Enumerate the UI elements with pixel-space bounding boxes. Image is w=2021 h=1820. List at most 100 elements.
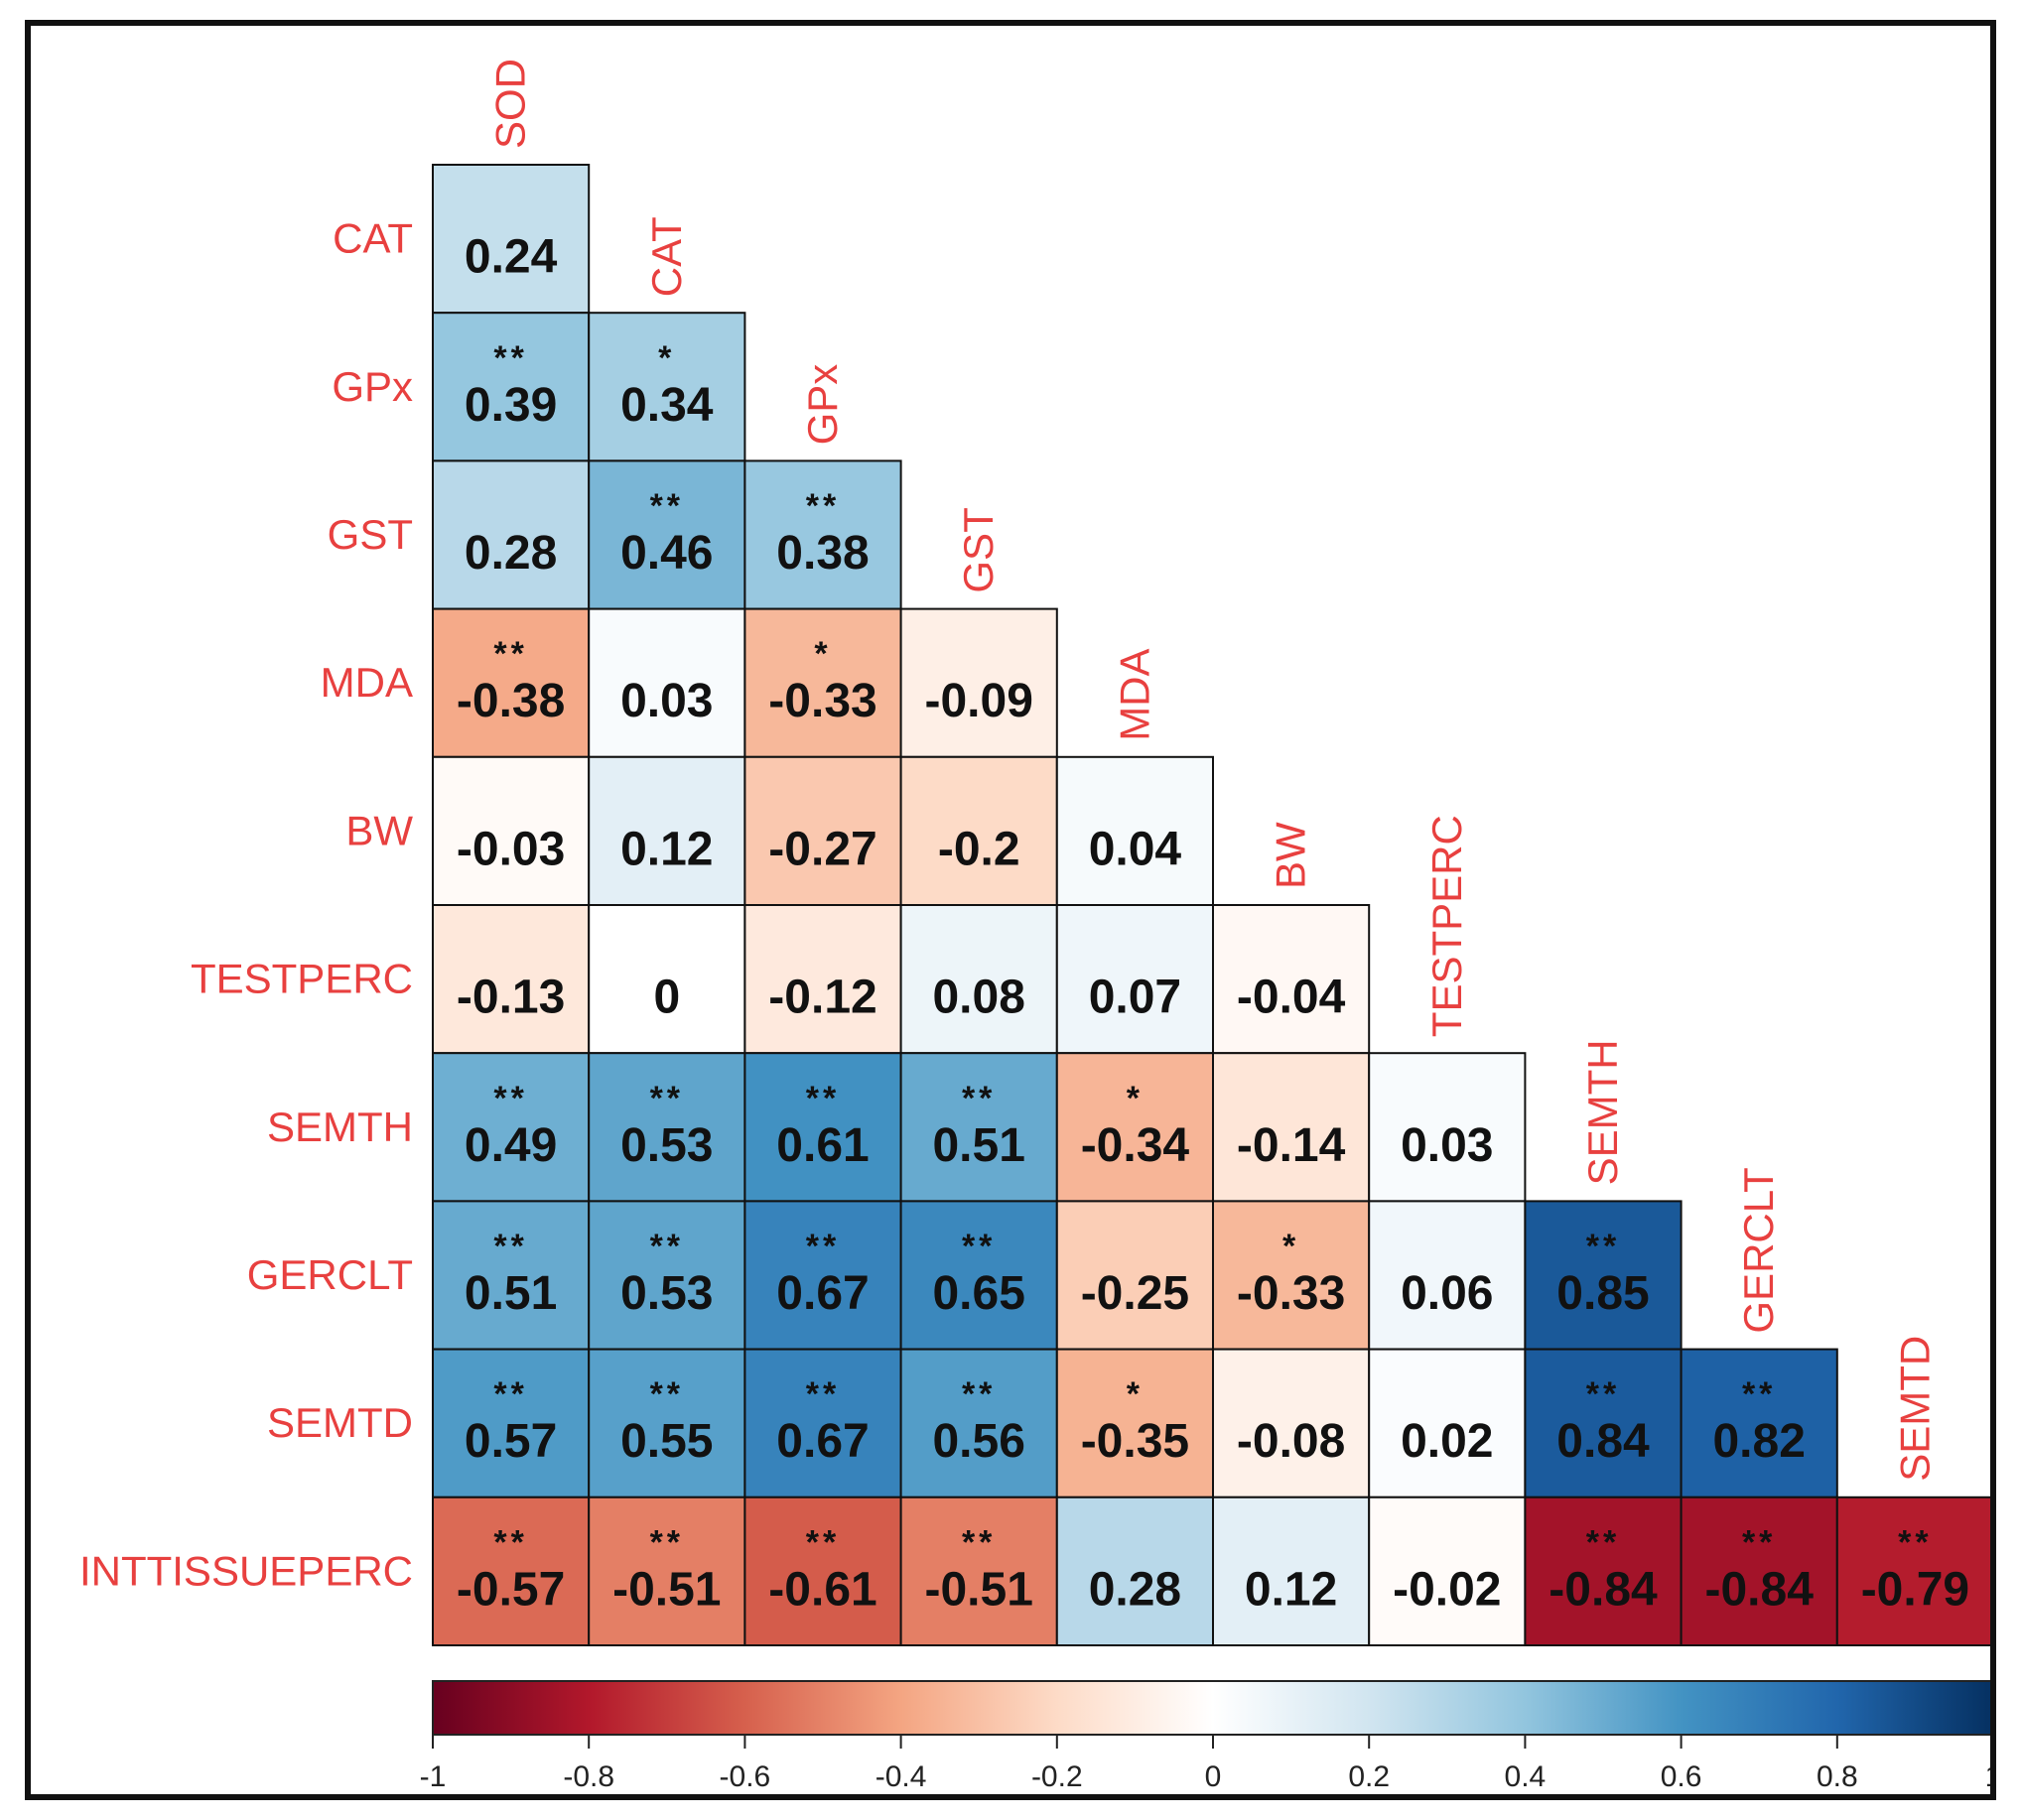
colorbar-tick-label: 0.6 (1661, 1760, 1702, 1793)
heatmap-cell: -0.51** (588, 1495, 746, 1647)
cell-value: 0.53 (620, 1267, 713, 1320)
column-label: BW (1268, 822, 1314, 889)
row-label: GERCLT (247, 1251, 413, 1298)
heatmap-cell: -0.25 (1055, 1200, 1215, 1351)
heatmap-cell: 0.61** (743, 1052, 902, 1203)
heatmap-cell: -0.08 (1212, 1348, 1371, 1498)
cell-rect (1368, 1200, 1527, 1351)
cell-rect (743, 1348, 902, 1498)
cell-value: -0.79 (1861, 1563, 1969, 1616)
heatmap-cell: 0.06 (1368, 1200, 1527, 1351)
cell-rect (899, 1348, 1058, 1498)
cell-value: -0.35 (1081, 1415, 1189, 1468)
heatmap-cell: -0.27 (743, 755, 902, 906)
cell-significance: ** (493, 635, 527, 673)
cell-value: 0.24 (465, 231, 558, 284)
cell-value: -0.33 (1237, 1267, 1345, 1320)
cell-rect (899, 904, 1058, 1055)
cell-rect (432, 459, 591, 610)
cell-rect (432, 904, 591, 1055)
cell-value: 0.53 (620, 1119, 713, 1172)
heatmap-cell: -0.13 (432, 904, 591, 1055)
colorbar-tick-label: 0.2 (1348, 1760, 1390, 1793)
colorbar-tick-label: -0.2 (1031, 1760, 1083, 1793)
cell-value: 0.03 (1401, 1119, 1493, 1172)
cell-value: -0.14 (1237, 1119, 1346, 1172)
heatmap-cell: 0.85** (1524, 1200, 1683, 1351)
heatmap-cell: -0.02 (1368, 1495, 1527, 1647)
heatmap-cell: 0.03 (1368, 1052, 1527, 1203)
cell-significance: * (1282, 1228, 1299, 1265)
colorbar-tick-label: 0 (1205, 1760, 1222, 1793)
heatmap-cell: -0.14 (1212, 1052, 1371, 1203)
cell-value: 0.51 (932, 1119, 1024, 1172)
row-label: SEMTH (267, 1104, 413, 1150)
cell-significance: ** (650, 1080, 684, 1117)
heatmap-cell: 0.53** (588, 1052, 746, 1203)
cell-value: 0.84 (1556, 1415, 1650, 1468)
column-label: GST (955, 507, 1002, 592)
column-label: GPx (799, 364, 846, 446)
heatmap-cell: 0.46** (588, 459, 746, 610)
cell-rect (588, 1052, 746, 1203)
cell-value: -0.12 (768, 972, 876, 1024)
colorbar-tick-label: -0.4 (876, 1760, 927, 1793)
cell-value: 0.06 (1401, 1267, 1493, 1320)
cell-significance: ** (650, 1228, 684, 1265)
heatmap-cell: -0.03 (432, 755, 591, 906)
colorbar-tick-label: 0.4 (1505, 1760, 1547, 1793)
cell-value: 0.55 (620, 1415, 713, 1468)
row-label: CAT (333, 215, 413, 262)
colorbar-tick-label: -0.8 (563, 1760, 614, 1793)
cell-value: -0.03 (457, 823, 565, 875)
heatmap-cell: 0.65** (899, 1200, 1058, 1351)
cell-rect (743, 459, 902, 610)
cell-rect (588, 459, 746, 610)
heatmap-cell: 0.12 (588, 755, 746, 906)
heatmap-cell: 0.51** (432, 1200, 591, 1351)
heatmap-cell: 0.67** (743, 1348, 902, 1498)
cell-rect (1212, 904, 1371, 1055)
cell-rect (588, 904, 746, 1055)
cell-value: -0.02 (1393, 1563, 1501, 1616)
cell-value: 0.46 (620, 527, 713, 580)
cell-value: -0.04 (1237, 972, 1346, 1024)
cell-value: 0.85 (1556, 1267, 1649, 1320)
cell-rect (432, 312, 591, 462)
heatmap-cell: 0.49** (432, 1052, 591, 1203)
cell-significance: ** (650, 1375, 684, 1413)
heatmap-cell: 0.82** (1680, 1348, 1838, 1498)
cell-rect (1055, 904, 1215, 1055)
cell-rect (588, 312, 746, 462)
cell-value: -0.27 (768, 823, 876, 875)
colorbar-tick-label: 1 (1985, 1760, 1990, 1793)
heatmap-cell: 0.51** (899, 1052, 1058, 1203)
row-label: SEMTD (267, 1399, 413, 1446)
heatmap-cell: -0.34* (1055, 1052, 1215, 1203)
cell-significance: ** (962, 1523, 996, 1561)
cell-value: -0.09 (924, 675, 1032, 727)
cell-rect (899, 1052, 1058, 1203)
cell-value: 0.12 (620, 823, 713, 875)
cell-rect (1212, 1052, 1371, 1203)
cell-significance: ** (1742, 1523, 1776, 1561)
cells-layer: 0.240.39**0.34*0.28 0.46**0.38**-0.38**0.… (432, 164, 1990, 1647)
heatmap-cell: -0.33* (1212, 1200, 1371, 1351)
cell-significance: ** (1742, 1375, 1776, 1413)
cell-significance: ** (962, 1080, 996, 1117)
heatmap-cell: -0.35* (1055, 1348, 1215, 1498)
column-labels: SOD CAT GPx GST MDA BW TESTPERC SEMTH GERCLT SEMT… (487, 59, 1939, 1482)
heatmap-cell: 0.34* (588, 312, 746, 462)
cell-value: 0.28 (1089, 1563, 1181, 1616)
heatmap-cell: -0.2 (899, 755, 1058, 906)
heatmap-cell: 0.07 (1055, 904, 1215, 1055)
cell-significance: ** (1586, 1228, 1620, 1265)
cell-rect (1680, 1348, 1838, 1498)
heatmap-cell: -0.33* (743, 607, 902, 758)
cell-rect (899, 755, 1058, 906)
row-label: GPx (332, 363, 413, 410)
heatmap-cell: 0.67** (743, 1200, 902, 1351)
cell-significance: ** (650, 1523, 684, 1561)
column-label: SOD (487, 59, 534, 149)
cell-rect (1524, 1200, 1683, 1351)
